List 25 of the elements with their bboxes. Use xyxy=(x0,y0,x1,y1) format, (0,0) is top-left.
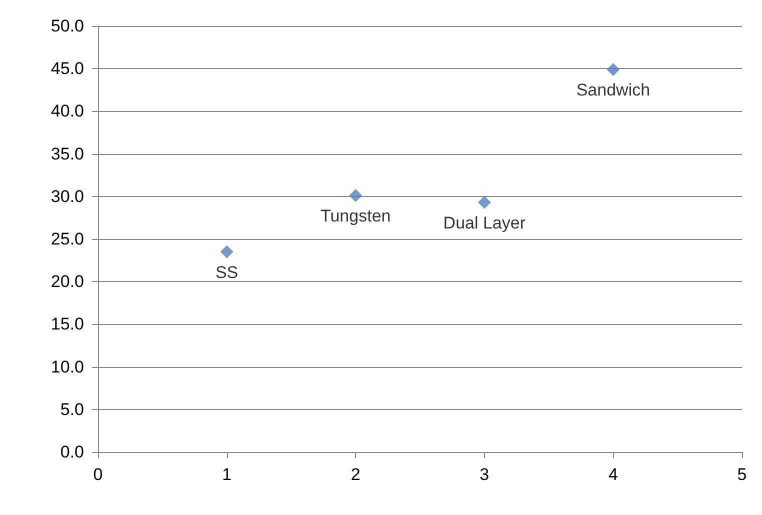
x-tick-label: 5 xyxy=(737,465,747,484)
x-tick-label: 3 xyxy=(480,465,490,484)
y-tick-label: 25.0 xyxy=(50,230,84,248)
y-tick-label: 20.0 xyxy=(50,272,84,292)
point xyxy=(606,62,620,76)
annotation: Sandwich xyxy=(576,80,650,100)
point xyxy=(349,189,362,202)
annotation: Tungsten xyxy=(320,206,391,226)
x-tick-label: 1 xyxy=(222,465,232,484)
point xyxy=(220,245,234,258)
y-tick-label: 0.0 xyxy=(60,442,84,462)
y-tick-label: 30.0 xyxy=(50,186,84,206)
y-tick-label: 40.0 xyxy=(50,102,84,121)
x-tick-label: 2 xyxy=(350,465,360,484)
y-tick-label: 35.0 xyxy=(50,144,84,164)
x-tick-label: 4 xyxy=(608,465,618,484)
annotation: Dual Layer xyxy=(443,213,526,232)
y-tick-label: 5.0 xyxy=(60,400,84,419)
x-tick-label: 0 xyxy=(93,465,103,484)
y-tick-label: 45.0 xyxy=(50,59,84,78)
y-tick-label: 50.0 xyxy=(50,16,84,36)
y-tick-label: 10.0 xyxy=(50,357,84,376)
point xyxy=(478,196,491,209)
annotation: SS xyxy=(215,262,238,282)
y-tick-label: 15.0 xyxy=(50,314,84,334)
